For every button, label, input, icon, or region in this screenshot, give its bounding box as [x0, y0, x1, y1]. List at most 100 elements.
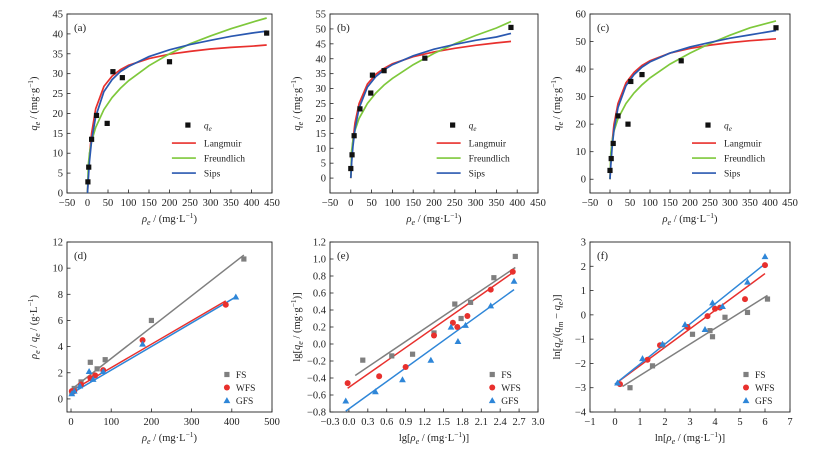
- x-tick-label: 500: [264, 417, 280, 428]
- x-tick-label: 400: [224, 417, 240, 428]
- data-point-wfs: [487, 286, 494, 293]
- data-point-wfs: [464, 312, 471, 319]
- data-point: [349, 152, 355, 158]
- x-tick-label: 250: [702, 198, 718, 209]
- x-tick-label: 300: [468, 198, 484, 209]
- data-point-fs: [458, 315, 464, 322]
- data-point-gfs: [639, 355, 646, 362]
- y-tick-label: −0.6: [307, 391, 326, 402]
- y-tick-label: 0: [581, 175, 586, 186]
- y-tick-label: 4: [58, 342, 64, 353]
- panel-letter: (c): [597, 22, 610, 34]
- panel-letter: (d): [74, 250, 87, 262]
- x-tick-label: 250: [447, 198, 463, 209]
- data-point-gfs: [447, 323, 455, 330]
- data-point-gfs: [761, 253, 769, 260]
- data-point-gfs: [659, 340, 666, 347]
- data-point-gfs: [85, 368, 93, 375]
- data-point-gfs: [139, 340, 146, 347]
- data-point-fs: [360, 357, 366, 363]
- y-tick-label: 0: [58, 189, 63, 200]
- y-tick-label: 30: [576, 92, 587, 103]
- panel-e: −0.3 0.0 0.3 0.6 0.9 1.2 1.5 1.8 2.1 2.4 2.7 3.0−0.…: [289, 238, 545, 447]
- legend-marker-fs: [224, 371, 230, 378]
- data-point-fs: [467, 299, 474, 305]
- y-tick-label: 0.2: [313, 323, 326, 334]
- fit-line-gfs: [70, 296, 237, 395]
- y-tick-label: 20: [316, 114, 327, 125]
- y-tick-label: 2: [58, 368, 63, 379]
- y-tick-label: 25: [53, 89, 64, 100]
- x-tick-label: 350: [489, 198, 505, 209]
- y-tick-label: 40: [316, 54, 327, 65]
- legend-label-gfs: GFS: [501, 397, 518, 407]
- y-tick-label: 1: [581, 286, 586, 297]
- legend-marker-qe: [185, 122, 191, 128]
- data-point-wfs: [402, 363, 409, 370]
- y-tick-label: −0.2: [307, 357, 326, 368]
- y-tick-label: 5: [58, 169, 63, 180]
- x-axis-label: lg[ρe / (mg·L−1)]: [399, 430, 469, 446]
- data-point-fs: [764, 296, 771, 302]
- y-tick-label: −3: [575, 383, 586, 394]
- y-tick-label: 35: [53, 49, 64, 60]
- y-tick-label: 0.4: [313, 306, 327, 317]
- data-point: [639, 71, 645, 78]
- data-point-gfs: [76, 382, 84, 389]
- data-point: [89, 136, 95, 142]
- x-tick-label: 200: [144, 417, 160, 428]
- data-point: [678, 58, 684, 64]
- data-point-wfs: [449, 319, 456, 326]
- data-point-wfs: [644, 356, 651, 363]
- data-point-wfs: [344, 380, 351, 387]
- data-point-wfs: [509, 268, 516, 275]
- y-tick-label: 10: [316, 144, 327, 155]
- x-tick-label: 5: [737, 417, 742, 428]
- x-tick-label: −50: [582, 198, 598, 209]
- y-tick-label: 10: [53, 149, 64, 160]
- legend-label-fs: FS: [236, 371, 247, 381]
- legend-marker-fs: [743, 371, 749, 378]
- fit-line-fs: [622, 294, 768, 388]
- y-tick-label: 20: [53, 109, 64, 120]
- y-tick-label: 0.6: [313, 289, 326, 300]
- x-tick-label: 1.5: [437, 417, 450, 428]
- x-tick-label: 2.7: [513, 417, 526, 428]
- x-axis-label: ρe / (mg·L−1): [141, 430, 198, 446]
- data-point: [607, 167, 613, 174]
- legend-marker-wfs: [489, 384, 496, 391]
- data-point-fs: [389, 353, 395, 359]
- y-tick-label: 30: [53, 69, 64, 80]
- x-tick-label: 100: [103, 417, 119, 428]
- y-axis-label: lg[qe / (mg·g−1)]: [289, 292, 305, 361]
- x-tick-label: 450: [264, 198, 280, 209]
- legend-label-sips: Sips: [204, 170, 221, 180]
- fit-line-fs: [354, 266, 516, 377]
- x-tick-label: 50: [103, 198, 114, 209]
- y-tick-label: 20: [576, 120, 587, 131]
- y-tick-label: 6: [58, 316, 63, 327]
- data-point-gfs: [681, 321, 689, 328]
- data-point: [264, 30, 270, 36]
- x-tick-label: −50: [322, 198, 338, 209]
- y-tick-label: 0: [321, 174, 326, 185]
- data-point-fs: [87, 359, 93, 365]
- legend-label-sips: Sips: [469, 170, 486, 180]
- data-point: [166, 59, 173, 65]
- legend-marker-wfs: [743, 384, 749, 391]
- y-axis-label: qe / (mg·g−1): [289, 76, 305, 131]
- x-tick-label: 1.2: [418, 417, 431, 428]
- x-tick-label: 150: [405, 198, 421, 209]
- y-tick-label: 25: [316, 99, 327, 110]
- y-tick-label: 40: [53, 29, 64, 40]
- y-tick-label: 50: [576, 37, 587, 48]
- data-point-gfs: [232, 293, 240, 300]
- y-tick-label: 35: [316, 69, 327, 80]
- fit-line-wfs: [614, 272, 766, 385]
- x-tick-label: 0: [612, 417, 617, 428]
- data-point-gfs: [70, 387, 78, 394]
- y-tick-label: 0: [58, 394, 63, 405]
- data-point-wfs: [376, 373, 383, 380]
- x-tick-label: 200: [682, 198, 698, 209]
- series-line-langmuir: [86, 44, 267, 193]
